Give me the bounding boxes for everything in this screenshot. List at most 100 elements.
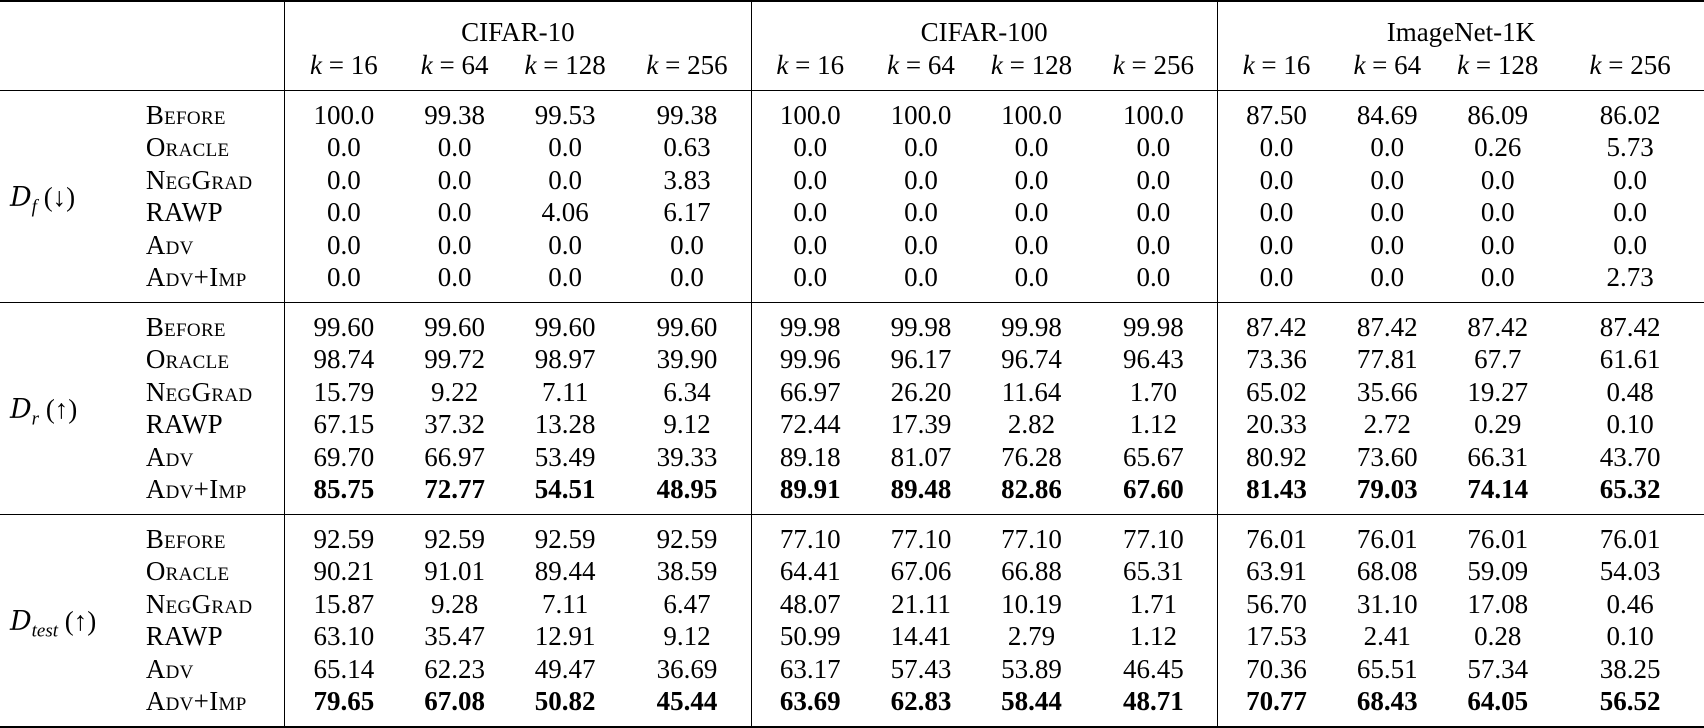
value-cell: 0.0 [284,261,403,303]
value-cell: 0.0 [548,164,582,195]
k-variable: k [887,49,900,80]
value-cell: 0.0 [1480,229,1515,260]
value-cell: 0.0 [1136,132,1171,163]
k-header: k = 16 [750,46,869,91]
value-cell: 1.12 [1129,621,1177,652]
k-equals: = [788,49,818,80]
value-cell: 66.97 [750,376,869,409]
split-subscript: f [31,196,37,218]
value-cell: 35.47 [424,621,486,652]
k-header: k = 256 [1556,46,1704,91]
split-letter: D [10,606,32,638]
value-cell: 39.90 [656,344,718,375]
split-letter: D [10,394,32,426]
value-cell: 0.0 [437,164,472,195]
value-cell: 0.0 [1216,229,1336,262]
value-cell: 96.74 [1001,344,1062,375]
value-cell: 0.10 [1606,621,1654,652]
value-cell: 67.15 [284,408,403,441]
value-cell: 99.98 [890,311,952,342]
value-cell: 87.42 [1356,311,1418,342]
value-cell: 0.0 [1014,132,1049,163]
value-cell: 66.88 [1001,556,1062,587]
k-value: 64 [461,49,489,80]
value-cell: 74.14 [1467,474,1529,505]
method-name: RAWP [145,409,223,440]
value-cell: 87.42 [1467,311,1529,342]
value-cell: 0.28 [1474,621,1522,652]
value-cell: 63.69 [750,685,869,727]
value-cell: 0.0 [750,164,869,197]
split-arrow: (↑) [45,394,78,425]
split-letter: D [10,182,32,214]
k-header: k = 128 [973,46,1090,91]
value-cell: 0.0 [1216,164,1336,197]
value-cell: 0.48 [1606,376,1654,407]
value-cell: 77.10 [890,523,952,554]
value-cell: 100.0 [750,90,869,132]
method-name: RAWP [145,197,223,228]
value-cell: 68.43 [1356,686,1418,717]
value-cell: 92.59 [656,523,718,554]
value-cell: 9.22 [431,376,479,407]
value-cell: 67.08 [424,686,486,717]
value-cell: 1.12 [1129,409,1177,440]
value-cell: 0.0 [750,131,869,164]
value-cell: 0.0 [1370,229,1405,260]
method-name: Oracle [145,556,230,587]
value-cell: 0.0 [284,196,403,229]
table-row: RAWP 0.0 0.0 4.06 6.17 0.0 0.0 0.0 0.0 0.0 0.0 0.0 0… [0,196,1704,229]
value-cell: 98.97 [534,344,596,375]
header-blank-method-k [134,46,285,91]
split-subscript: test [31,620,59,642]
split-arrow: (↑) [64,606,97,637]
value-cell: 70.77 [1216,685,1336,727]
header-blank-method [134,1,285,46]
value-cell: 31.10 [1356,588,1418,619]
value-cell: 72.77 [424,474,486,505]
value-cell: 64.41 [750,555,869,588]
value-cell: 76.01 [1216,514,1336,556]
k-header: k = 16 [284,46,403,91]
k-value: 256 [1153,49,1194,80]
value-cell: 76.01 [1599,523,1661,554]
value-cell: 0.0 [1370,262,1405,293]
k-variable: k [1589,49,1602,80]
value-cell: 87.42 [1216,302,1336,344]
value-cell: 9.12 [663,621,711,652]
value-cell: 82.86 [1001,474,1062,505]
k-value: 128 [565,49,606,80]
k-variable: k [1112,49,1125,80]
split-label: Dtest (↑) [0,515,134,728]
value-cell: 0.0 [904,164,938,195]
value-cell: 0.0 [1480,164,1515,195]
value-cell: 99.60 [534,311,596,342]
value-cell: 57.43 [890,653,952,684]
dataset-header-cifar100: CIFAR-100 [750,1,1218,46]
value-cell: 0.0 [437,229,472,260]
value-cell: 90.21 [284,555,403,588]
value-cell: 67.7 [1474,344,1522,375]
value-cell: 65.02 [1216,376,1336,409]
k-value: 64 [927,49,955,80]
value-cell: 0.46 [1606,588,1654,619]
value-cell: 0.26 [1474,132,1522,163]
value-cell: 19.27 [1467,376,1529,407]
value-cell: 100.0 [1122,99,1184,130]
table-row: RAWP 67.15 37.32 13.28 9.12 72.44 17.39 2.82 1.1… [0,408,1704,441]
value-cell: 76.28 [1001,441,1062,472]
k-equals: = [1254,49,1284,80]
value-cell: 62.23 [424,653,486,684]
k-value: 256 [1630,49,1671,80]
value-cell: 91.01 [424,556,486,587]
k-equals: = [1002,49,1032,80]
table-row: Adv+Imp 0.0 0.0 0.0 0.0 0.0 0.0 0.0 0.0 0.0 0.0 0.0… [0,261,1704,303]
value-cell: 0.0 [1370,164,1405,195]
table-row: Adv+Imp 79.65 67.08 50.82 45.44 63.69 62.83 58.… [0,685,1704,727]
method-name: Adv [145,441,194,472]
k-variable: k [776,49,789,80]
value-cell: 100.0 [284,90,403,132]
value-cell: 98.74 [284,343,403,376]
value-cell: 86.09 [1467,99,1529,130]
value-cell: 2.79 [1007,621,1056,652]
